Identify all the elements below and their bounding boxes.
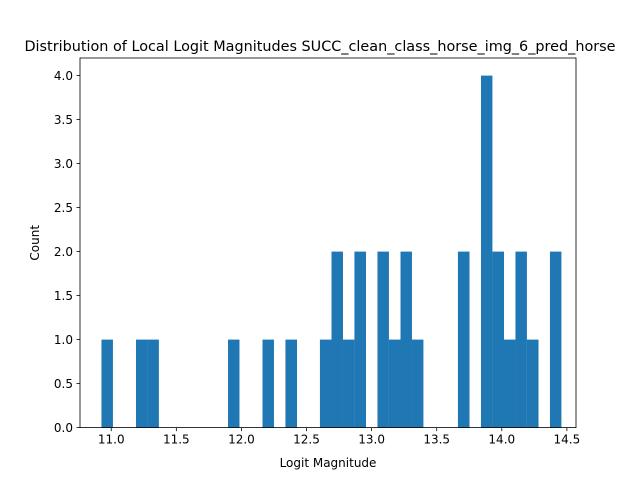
- y-tick-label: 2.5: [54, 201, 73, 215]
- histogram-bar-3: [147, 339, 159, 428]
- histogram-bar-5: [262, 339, 274, 428]
- histogram-bar-18: [504, 339, 516, 428]
- histogram-bar-16: [480, 75, 493, 428]
- y-tick-label: 3.0: [54, 157, 73, 171]
- histogram-bar-2: [135, 339, 148, 428]
- x-tick-label: 13.0: [358, 433, 385, 447]
- histogram-bar-15: [457, 251, 470, 428]
- histogram-bar-13: [400, 251, 412, 428]
- x-tick-label: 11.5: [163, 433, 190, 447]
- y-axis-ticks: 0.0 0.5 1.0 1.5 2.0 2.5 3.0 3.5 4.0: [54, 69, 80, 435]
- histogram-bar-12: [388, 339, 401, 428]
- x-tick-label: 12.5: [293, 433, 320, 447]
- bars-group: [101, 75, 562, 428]
- y-tick-label: 0.0: [54, 421, 73, 435]
- histogram-bar-11: [377, 251, 389, 428]
- histogram-bar-19: [515, 251, 527, 428]
- x-tick-label: 11.0: [98, 433, 125, 447]
- histogram-bar-1: [101, 339, 113, 428]
- y-axis-label: Count: [28, 225, 42, 261]
- x-axis-label: Logit Magnitude: [280, 456, 377, 470]
- y-tick-label: 3.5: [54, 113, 73, 127]
- y-tick-label: 1.0: [54, 333, 73, 347]
- histogram-bar-17: [492, 251, 505, 428]
- y-tick-label: 4.0: [54, 69, 73, 83]
- x-tick-label: 13.5: [423, 433, 450, 447]
- plot-frame: [79, 57, 577, 429]
- x-tick-label: 14.5: [554, 433, 581, 447]
- chart-title: Distribution of Local Logit Magnitudes S…: [24, 39, 615, 55]
- y-tick-label: 2.0: [54, 245, 73, 259]
- histogram-bar-21: [549, 251, 562, 428]
- histogram-bar-4: [228, 339, 240, 428]
- x-axis-ticks: 11.0 11.5 12.0 12.5 13.0 13.5 14.0 14.5: [98, 427, 581, 447]
- x-tick-label: 14.0: [488, 433, 515, 447]
- y-tick-label: 0.5: [54, 377, 73, 391]
- x-tick-label: 12.0: [228, 433, 255, 447]
- histogram-bar-10: [354, 251, 367, 428]
- histogram-bar-6: [285, 339, 298, 428]
- histogram-bar-14: [411, 339, 424, 428]
- histogram-bar-7: [319, 339, 332, 428]
- histogram-bar-9: [342, 339, 355, 428]
- y-tick-label: 1.5: [54, 289, 73, 303]
- histogram-bar-20: [526, 339, 539, 428]
- histogram-bar-8: [331, 251, 343, 428]
